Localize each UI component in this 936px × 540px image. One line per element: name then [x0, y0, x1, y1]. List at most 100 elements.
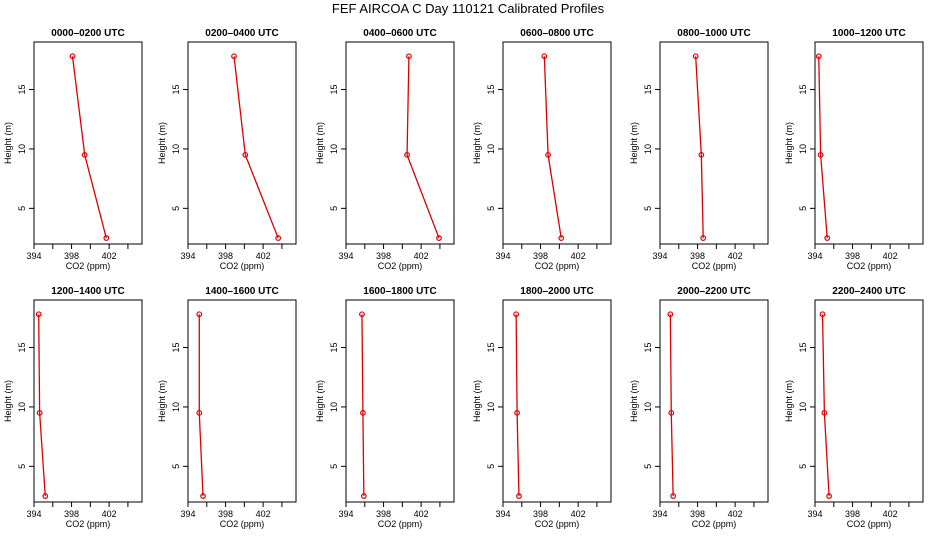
x-tick-label: 394 — [652, 251, 667, 261]
y-tick-label: 10 — [171, 144, 181, 154]
y-tick-label: 10 — [798, 144, 808, 154]
x-tick-label: 398 — [845, 509, 860, 519]
x-tick-label: 394 — [807, 509, 822, 519]
x-tick-label: 398 — [690, 509, 705, 519]
y-tick-label: 10 — [329, 402, 339, 412]
panel-title: 1600–1800 UTC — [363, 286, 436, 297]
y-axis-label: Height (m) — [157, 380, 167, 422]
x-axis-label: CO2 (ppm) — [692, 261, 737, 271]
y-axis-label: Height (m) — [472, 380, 482, 422]
x-tick-label: 394 — [495, 509, 510, 519]
x-axis-label: CO2 (ppm) — [692, 519, 737, 529]
data-point — [35, 311, 42, 318]
data-point — [200, 493, 206, 499]
y-axis-label: Height (m) — [784, 380, 794, 422]
data-point — [817, 151, 824, 158]
panel-title: 0000–0200 UTC — [51, 28, 124, 39]
x-tick-label: 402 — [256, 251, 271, 261]
data-point — [667, 311, 674, 318]
plot-frame — [33, 41, 143, 245]
x-tick-label: 398 — [533, 509, 548, 519]
data-point — [692, 53, 699, 60]
x-tick-label: 402 — [102, 251, 117, 261]
data-point — [558, 235, 565, 241]
data-point — [360, 493, 367, 499]
x-tick-label: 398 — [64, 509, 79, 519]
y-tick-label: 15 — [486, 85, 496, 95]
x-tick-label: 394 — [495, 251, 510, 261]
profile-line — [821, 314, 830, 497]
profile-line — [515, 314, 520, 497]
data-point — [516, 493, 522, 499]
y-tick-label: 5 — [486, 206, 496, 211]
data-point — [359, 311, 365, 318]
y-tick-label: 10 — [329, 144, 339, 154]
y-tick-label: 15 — [329, 85, 339, 95]
y-tick-label: 15 — [171, 343, 181, 353]
y-tick-label: 15 — [329, 343, 339, 353]
y-tick-label: 10 — [798, 402, 808, 412]
data-point — [513, 311, 520, 318]
plot-frame — [502, 41, 612, 245]
panel-title: 2200–2400 UTC — [832, 286, 905, 297]
x-tick-label: 394 — [26, 251, 41, 261]
x-tick-label: 394 — [26, 509, 41, 519]
x-tick-label: 398 — [845, 251, 860, 261]
x-tick-label: 402 — [728, 251, 743, 261]
panel-title: 1200–1400 UTC — [51, 286, 124, 297]
panel-title: 0800–1000 UTC — [677, 28, 750, 39]
x-tick-label: 402 — [414, 509, 429, 519]
x-tick-label: 402 — [571, 509, 586, 519]
x-tick-label: 402 — [414, 251, 429, 261]
panel-title: 0200–0400 UTC — [205, 28, 278, 39]
x-axis-label: CO2 (ppm) — [535, 261, 580, 271]
plot-frame — [659, 299, 769, 503]
data-point — [360, 409, 366, 416]
x-tick-label: 394 — [652, 509, 667, 519]
y-tick-label: 10 — [17, 144, 27, 154]
y-axis-label: Height (m) — [472, 122, 482, 164]
y-tick-label: 5 — [171, 464, 181, 469]
plot-frame — [814, 41, 924, 245]
profile-line — [818, 56, 828, 239]
panel-title: 0600–0800 UTC — [520, 28, 593, 39]
x-tick-label: 398 — [533, 251, 548, 261]
data-point — [196, 311, 203, 318]
data-point — [700, 235, 707, 241]
x-tick-label: 398 — [218, 509, 233, 519]
y-tick-label: 5 — [486, 464, 496, 469]
x-tick-label: 402 — [102, 509, 117, 519]
profile-line — [543, 56, 562, 239]
y-axis-label: Height (m) — [315, 122, 325, 164]
data-point — [406, 53, 412, 60]
y-tick-label: 5 — [171, 206, 181, 211]
profile-line — [71, 56, 107, 239]
data-point — [826, 493, 832, 499]
x-axis-label: CO2 (ppm) — [535, 519, 580, 529]
figure-title: FEF AIRCOA C Day 110121 Calibrated Profi… — [331, 1, 605, 16]
y-tick-label: 10 — [643, 402, 653, 412]
y-tick-label: 5 — [798, 206, 808, 211]
x-tick-label: 398 — [376, 509, 391, 519]
y-axis-label: Height (m) — [629, 380, 639, 422]
x-tick-label: 402 — [571, 251, 586, 261]
x-tick-label: 394 — [180, 509, 195, 519]
plot-frame — [33, 299, 143, 503]
profile-line — [38, 314, 46, 497]
data-point — [668, 409, 675, 416]
plot-frame — [814, 299, 924, 503]
profile-line — [361, 314, 365, 497]
x-axis-label: CO2 (ppm) — [378, 261, 423, 271]
y-tick-label: 10 — [486, 402, 496, 412]
profile-line — [695, 56, 704, 239]
x-tick-label: 402 — [728, 509, 743, 519]
data-point — [824, 235, 831, 241]
profile-line — [233, 56, 279, 239]
y-tick-label: 5 — [643, 206, 653, 211]
y-axis-label: Height (m) — [3, 380, 13, 422]
y-tick-label: 5 — [329, 206, 339, 211]
x-tick-label: 394 — [338, 251, 353, 261]
y-tick-label: 15 — [643, 85, 653, 95]
plot-frame — [187, 41, 297, 245]
